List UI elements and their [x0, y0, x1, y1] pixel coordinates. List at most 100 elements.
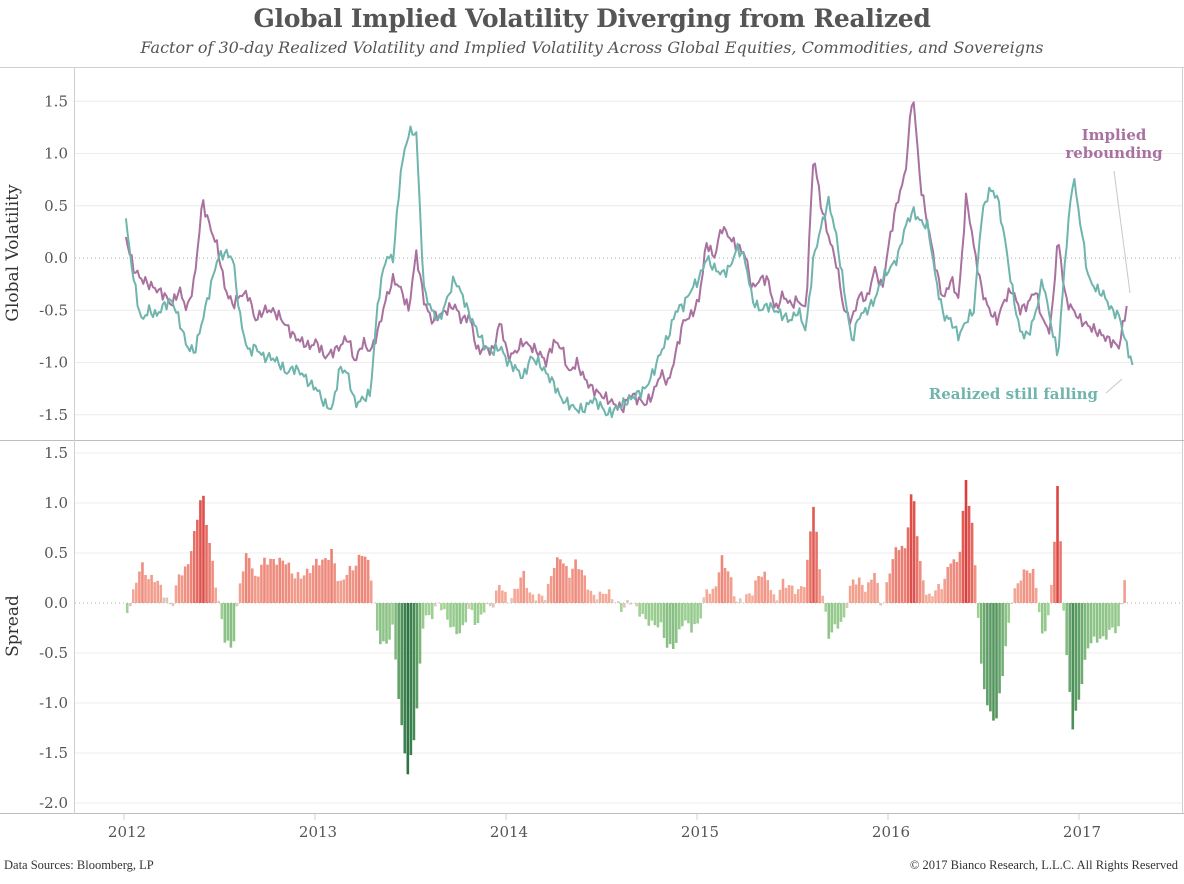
spread-bar: [604, 593, 608, 603]
spread-bar: [970, 522, 974, 603]
spread-bar: [754, 580, 757, 603]
spread-bar: [1114, 603, 1117, 634]
spread-bar: [851, 579, 855, 603]
annotation-implied-leader: [1113, 170, 1131, 294]
spread-bar: [867, 582, 870, 603]
spread-bar: [809, 531, 812, 603]
spread-bar: [534, 600, 538, 603]
spread-bar: [446, 603, 449, 620]
spread-bar: [739, 598, 742, 603]
spread-bar: [559, 559, 562, 603]
bottom-y-tick-label: -1.0: [39, 694, 68, 712]
x-ticks: 2012 2013 2014 2015 2016 2017: [108, 814, 1101, 841]
spread-bar: [342, 579, 346, 603]
spread-bar: [415, 603, 419, 709]
spread-bar: [470, 603, 474, 611]
spread-bar: [397, 603, 400, 699]
spread-bar: [189, 551, 193, 603]
spread-bar: [1047, 603, 1050, 616]
spread-bar: [1010, 603, 1014, 605]
bottom-grid: [75, 452, 1182, 804]
spread-bar: [647, 603, 651, 626]
spread-bar: [141, 562, 144, 603]
spread-bar: [244, 553, 248, 603]
spread-bar: [504, 591, 507, 603]
spread-bar: [775, 600, 779, 603]
spread-bar: [138, 571, 141, 603]
spread-bar: [360, 556, 364, 603]
spread-bar: [790, 585, 794, 603]
annotation-realized-leader: [1105, 378, 1123, 394]
spread-bar: [848, 585, 852, 603]
spread-bar: [519, 577, 522, 603]
spread-bar: [1068, 603, 1072, 692]
spread-bar: [485, 603, 489, 605]
top-y-tick-label: -1.0: [39, 354, 68, 372]
spread-bar: [223, 603, 227, 643]
spread-bar: [473, 603, 477, 625]
spread-bar: [430, 603, 434, 620]
spread-bar: [806, 559, 809, 603]
spread-bar: [412, 603, 416, 741]
spread-bar: [363, 556, 367, 603]
spread-bar: [269, 558, 272, 603]
spread-bar: [983, 603, 986, 690]
spread-bar: [211, 560, 214, 603]
spread-bar: [952, 559, 956, 603]
spread-bar: [757, 576, 760, 603]
spread-bars: [125, 480, 1126, 775]
spread-bar: [946, 566, 950, 603]
spread-bar: [168, 603, 172, 605]
spread-bar: [1056, 486, 1059, 603]
spread-bar: [278, 557, 282, 603]
spread-bar: [296, 572, 300, 603]
spread-bar: [705, 589, 709, 603]
bottom-y-tick-label: 0.5: [44, 544, 68, 562]
spread-bar: [836, 603, 840, 629]
spread-bar: [687, 603, 690, 624]
spread-bar: [592, 594, 596, 603]
spread-bar: [729, 577, 733, 603]
spread-bar: [159, 584, 163, 603]
bottom-y-ticks: 1.5 1.0 0.5 0.0 -0.5 -1.0 -1.5 -2.0: [39, 444, 68, 812]
spread-bar: [1016, 583, 1020, 603]
spread-bar: [177, 574, 181, 603]
spread-bar: [873, 573, 876, 603]
spread-bar: [202, 495, 205, 603]
spread-bar: [751, 595, 754, 603]
spread-bar: [748, 593, 751, 603]
spread-bar: [345, 574, 349, 603]
spread-bar: [882, 602, 885, 603]
spread-bar: [918, 561, 922, 603]
spread-bar: [1074, 603, 1078, 711]
spread-bar: [449, 603, 452, 628]
spread-bar: [528, 592, 532, 603]
spread-bar: [1059, 541, 1062, 603]
spread-bar: [1086, 603, 1090, 649]
bottom-y-tick-label: 0.0: [44, 594, 68, 612]
spread-bar: [1034, 587, 1038, 603]
spread-bar: [769, 590, 773, 603]
spread-bar: [1050, 584, 1053, 603]
top-y-tick-label: -0.5: [39, 301, 68, 319]
spread-bar: [241, 571, 245, 603]
spread-bar: [745, 594, 748, 603]
top-grid: [75, 100, 1182, 416]
spread-bar: [125, 603, 129, 613]
spread-bar: [250, 568, 254, 603]
spread-bar: [1089, 603, 1093, 644]
spread-bar: [433, 603, 437, 607]
spread-bar: [128, 603, 132, 607]
spread-bar: [1117, 603, 1120, 627]
bottom-y-tick-label: -2.0: [39, 794, 68, 812]
spread-bar: [205, 525, 208, 603]
spread-bar: [668, 603, 672, 645]
chart-subtitle: Factor of 30-day Realized Volatility and…: [140, 38, 1044, 57]
spread-bar: [702, 597, 705, 603]
spread-bar: [333, 563, 336, 603]
spread-bar: [135, 582, 138, 603]
spread-bar: [879, 603, 882, 606]
spread-bar: [641, 603, 644, 614]
bottom-y-tick-label: 1.0: [44, 494, 68, 512]
spread-bar: [385, 603, 388, 644]
